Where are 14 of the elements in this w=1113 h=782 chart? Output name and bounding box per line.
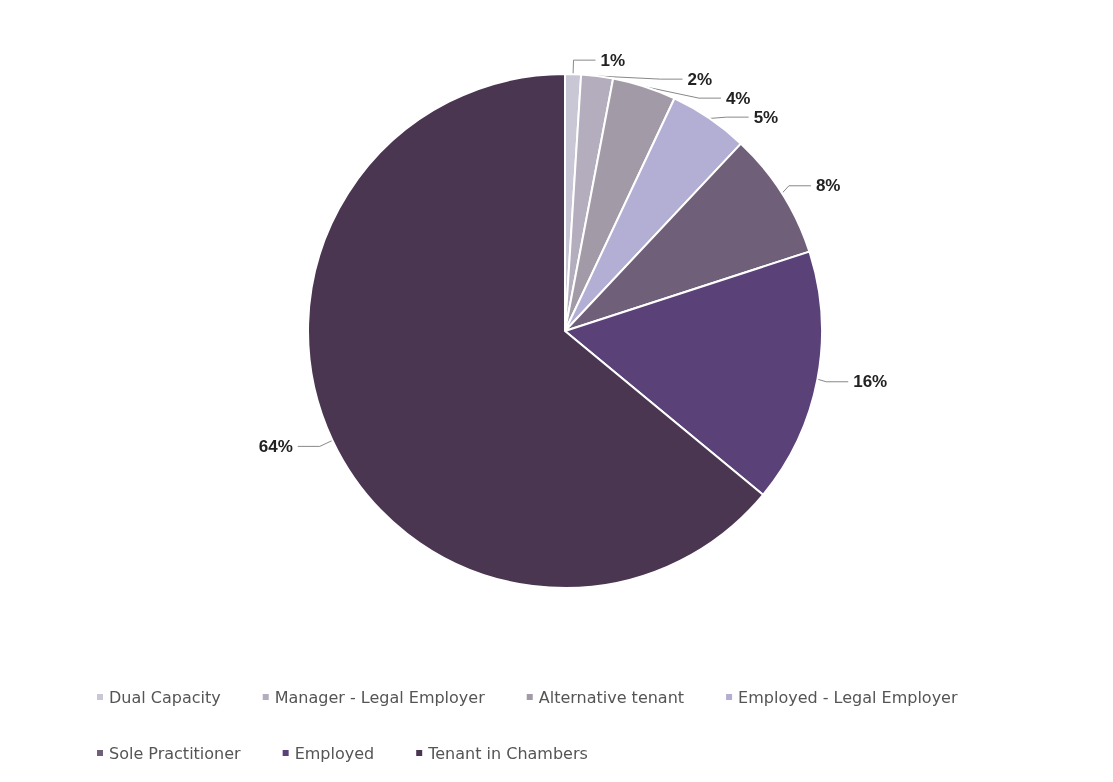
legend-label: Dual Capacity — [109, 687, 221, 707]
data-label: 4% — [725, 88, 751, 108]
data-label: 16% — [853, 372, 888, 392]
data-label: 5% — [753, 107, 779, 127]
legend-label: Employed — [294, 743, 375, 763]
legend-label: Tenant in Chambers — [427, 743, 588, 763]
legend-label: Manager - Legal Employer — [274, 687, 486, 707]
data-label: 2% — [687, 69, 713, 89]
legend-label: Alternative tenant — [538, 687, 685, 707]
legend-label: Sole Practitioner — [109, 743, 242, 763]
legend-label: Employed - Legal Employer — [738, 687, 958, 707]
data-label: 1% — [600, 50, 626, 70]
data-label: 8% — [815, 176, 841, 196]
data-label: 64% — [258, 436, 293, 456]
